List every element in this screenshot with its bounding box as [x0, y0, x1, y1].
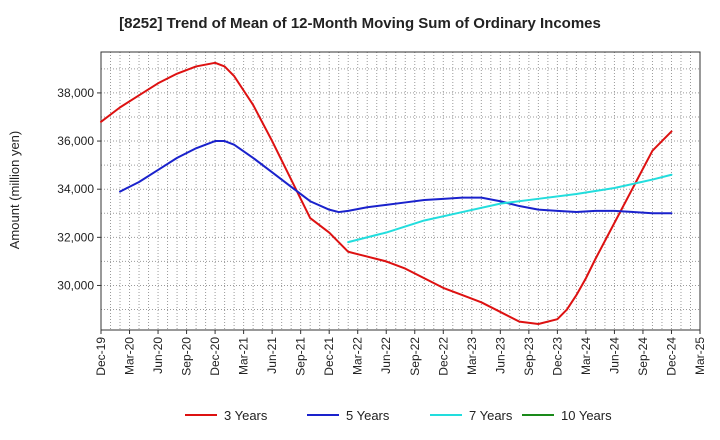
x-tick-label: Mar-22 [351, 337, 365, 375]
axes: 30,000 32,000 34,000 36,000 38,000 Dec-19 Mar-… [57, 51, 707, 376]
x-tick-label: Dec-24 [664, 337, 678, 376]
x-tick-label: Jun-20 [151, 337, 165, 374]
x-tick-label: Jun-21 [265, 337, 279, 374]
y-tick-label: 34,000 [57, 182, 94, 196]
x-tick-label: Dec-20 [208, 337, 222, 376]
x-tick-label: Sep-24 [636, 337, 650, 376]
x-tick-label: Mar-21 [237, 337, 251, 375]
x-tick-label: Sep-20 [180, 337, 194, 376]
x-tick-label: Sep-22 [408, 337, 422, 376]
x-tick-label: Dec-23 [550, 337, 564, 376]
x-tick-label: Sep-23 [522, 337, 536, 376]
y-tick-label: 30,000 [57, 278, 94, 292]
legend-label: 7 Years [469, 408, 513, 423]
y-axis-label: Amount (million yen) [7, 131, 22, 250]
legend: 3 Years 5 Years 7 Years 10 Years [185, 408, 612, 423]
series-line-5-years [119, 140, 673, 215]
series-lines [100, 61, 673, 325]
x-tick-label: Jun-24 [607, 337, 621, 374]
y-tick-label: 36,000 [57, 134, 94, 148]
series-line-7-years [347, 173, 673, 244]
x-tick-label: Dec-21 [322, 337, 336, 376]
y-tick-label: 38,000 [57, 86, 94, 100]
x-tick-label: Mar-20 [123, 337, 137, 375]
x-tick-label: Mar-25 [693, 337, 707, 375]
grid [101, 52, 700, 330]
series-line-3-years [100, 61, 673, 325]
x-tick-label: Jun-22 [379, 337, 393, 374]
legend-label: 10 Years [561, 408, 612, 423]
legend-label: 3 Years [224, 408, 268, 423]
x-tick-label: Jun-23 [493, 337, 507, 374]
x-tick-label: Dec-22 [436, 337, 450, 376]
legend-label: 5 Years [346, 408, 390, 423]
x-tick-label: Mar-23 [465, 337, 479, 375]
plot-frame [100, 51, 701, 331]
x-tick-label: Mar-24 [579, 337, 593, 375]
x-tick-label: Sep-21 [294, 337, 308, 376]
y-tick-label: 32,000 [57, 230, 94, 244]
x-tick-label: Dec-19 [94, 337, 108, 376]
chart-title: [8252] Trend of Mean of 12-Month Moving … [119, 15, 601, 32]
